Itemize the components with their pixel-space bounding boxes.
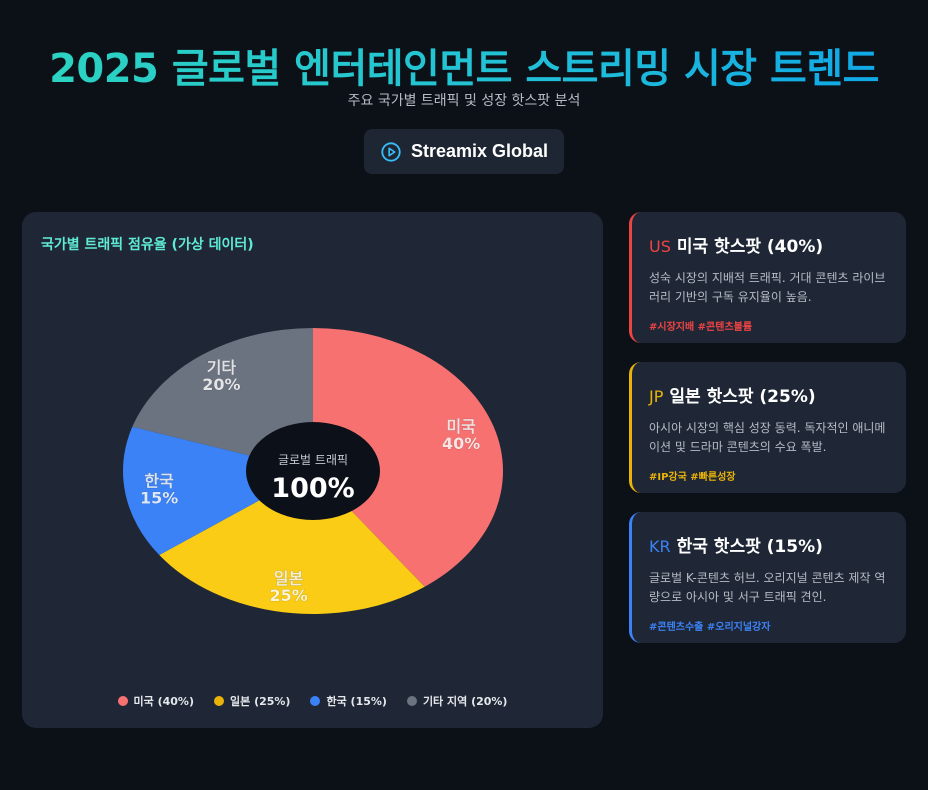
play-circle-icon xyxy=(381,141,401,162)
hotspot-card-us: US 미국 핫스팟 (40%) 성숙 시장의 지배적 트래픽. 거대 콘텐츠 라… xyxy=(629,212,906,343)
hotspot-code: KR xyxy=(649,537,671,556)
legend-swatch xyxy=(214,696,224,706)
hotspot-tags: #시장지배 #콘텐츠볼륨 xyxy=(649,322,753,333)
legend-swatch xyxy=(406,696,417,706)
brand-name: Streamix Global xyxy=(410,141,549,161)
hotspot-header: KR 한국 핫스팟 (15%) xyxy=(649,532,890,557)
hotspot-tags: #콘텐츠수출 #오리지널강자 xyxy=(649,622,771,633)
hotspot-code: JP xyxy=(649,387,664,406)
hotspot-header: US 미국 핫스팟 (40%) xyxy=(649,232,890,257)
hotspot-card-kr: KR 한국 핫스팟 (15%) 글로벌 K-콘텐츠 허브. 오리지널 콘텐츠 제… xyxy=(629,512,906,643)
legend-item-other[interactable]: 기타 지역 (20%) xyxy=(406,693,508,709)
legend-label: 일본 (25%) xyxy=(230,695,291,708)
hotspot-title: 한국 핫스팟 (15%) xyxy=(676,537,823,557)
hotspot-header: JP 일본 핫스팟 (25%) xyxy=(649,382,890,407)
pie-slice-1[interactable] xyxy=(313,328,503,587)
hotspot-title: 일본 핫스팟 (25%) xyxy=(669,387,816,407)
hotspot-tags: #IP강국 #빠른성장 xyxy=(649,472,736,483)
slice-label-value: 20% xyxy=(202,375,240,394)
brand-badge: Streamix Global xyxy=(364,129,564,174)
hotspot-description: 아시아 시장의 핵심 성장 동력. 독자적인 애니메이션 및 드라마 콘텐츠의 … xyxy=(649,421,886,454)
center-value: 100% xyxy=(271,473,354,504)
legend-label: 한국 (15%) xyxy=(326,695,387,708)
legend-label: 미국 (40%) xyxy=(133,695,194,708)
legend-swatch xyxy=(117,696,128,706)
slice-label-name: 기타 xyxy=(207,358,237,377)
chart-legend: 미국 (40%) 일본 (25%) 한국 (15%) 기타 지역 (20%) xyxy=(22,693,603,709)
legend-label: 기타 지역 (20%) xyxy=(422,695,508,708)
center-label: 글로벌 트래픽 xyxy=(278,453,348,467)
hotspot-code: US xyxy=(649,237,671,256)
page-title: 2025 글로벌 엔터테인먼트 스트리밍 시장 트렌드 xyxy=(0,36,928,94)
slice-label-name: 일본 xyxy=(274,569,304,588)
slice-label-value: 25% xyxy=(269,586,307,605)
hotspot-description: 글로벌 K-콘텐츠 허브. 오리지널 콘텐츠 제작 역량으로 아시아 및 서구 … xyxy=(649,571,886,604)
legend-item-jp[interactable]: 일본 (25%) xyxy=(214,693,290,709)
slice-label-value: 15% xyxy=(140,488,178,507)
legend-swatch xyxy=(310,696,321,706)
center-hole xyxy=(246,422,380,520)
chart-title: 국가별 트래픽 점유율 (가상 데이터) xyxy=(41,237,254,253)
page-subtitle: 주요 국가별 트래픽 및 성장 핫스팟 분석 xyxy=(347,93,581,109)
legend-item-kr[interactable]: 한국 (15%) xyxy=(310,693,387,709)
legend-item-us[interactable]: 미국 (40%) xyxy=(117,693,194,709)
slice-label-value: 40% xyxy=(442,434,480,453)
slice-label-name: 미국 xyxy=(446,417,476,436)
hotspot-card-jp: JP 일본 핫스팟 (25%) 아시아 시장의 핵심 성장 동력. 독자적인 애… xyxy=(629,362,906,493)
pie-slice-2[interactable] xyxy=(159,471,425,614)
chart-card: 국가별 트래픽 점유율 (가상 데이터) 미국 40% 일본 25% 한국 15% 기타 20… xyxy=(22,212,603,728)
hotspot-title: 미국 핫스팟 (40%) xyxy=(676,237,824,257)
slice-label-name: 한국 xyxy=(144,471,174,490)
hotspot-description: 성숙 시장의 지배적 트래픽. 거대 콘텐츠 라이브러리 기반의 구독 유지율이… xyxy=(649,271,886,304)
pie-slice-3[interactable] xyxy=(123,426,314,556)
